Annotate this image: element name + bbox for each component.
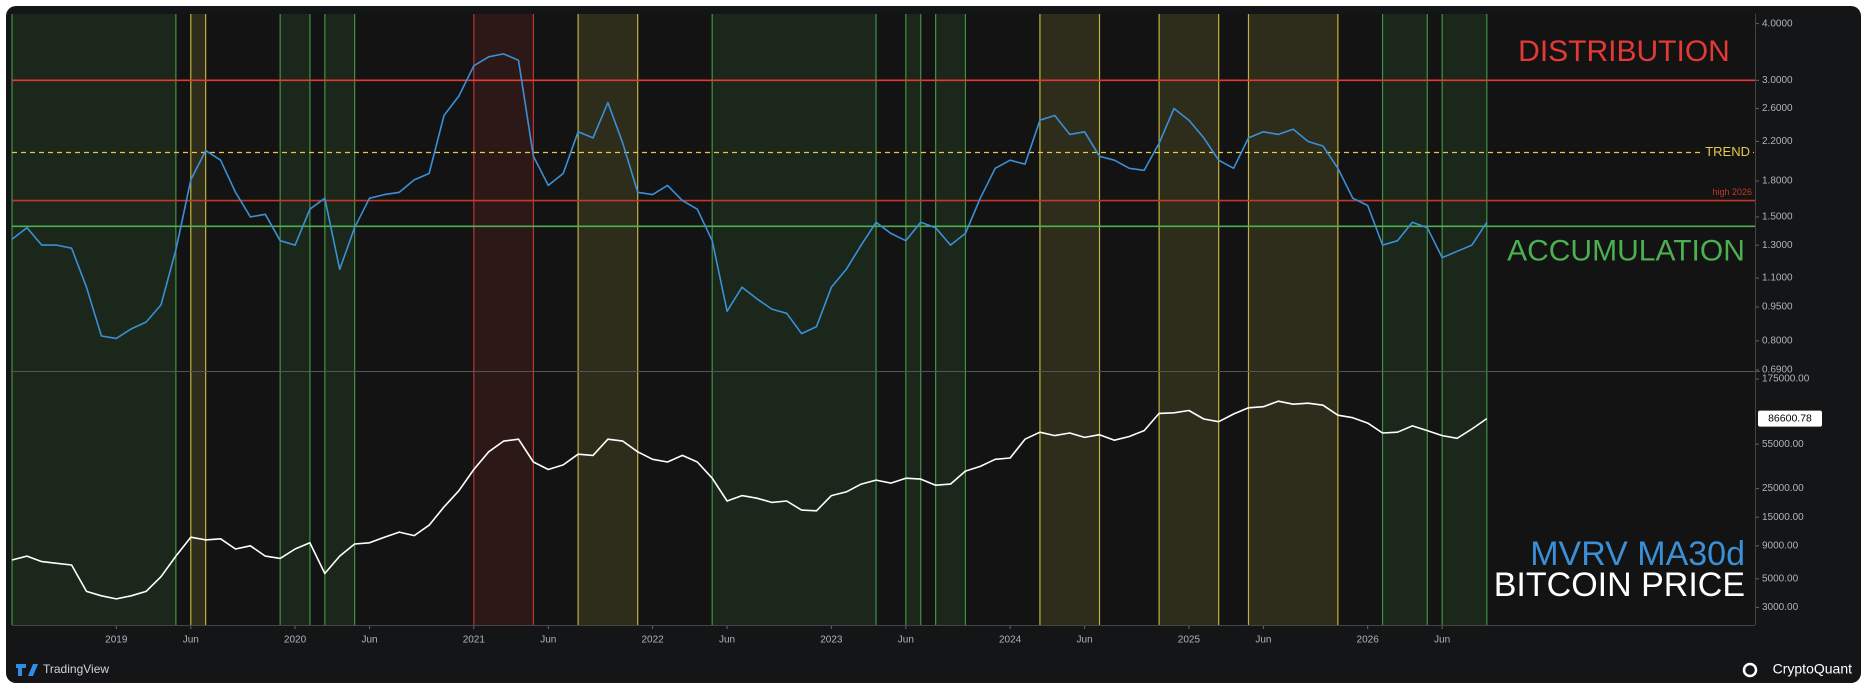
x-tick-label: 2026 [1357,635,1380,646]
y-tick-label: 15000.00 [1762,512,1804,523]
footer-right: CryptoQuant [1773,661,1852,677]
y-tick-label: 5000.00 [1762,574,1799,585]
y-tick-label: 1.3000 [1762,240,1793,251]
x-tick-label: 2023 [820,635,843,646]
level-label-background [1702,143,1753,159]
x-tick-label: Jun [1077,635,1093,646]
zone-band [1248,14,1338,625]
zone-band [578,14,638,625]
y-tick-label: 0.6900 [1762,365,1793,376]
x-tick-label: 2019 [105,635,128,646]
y-tick-label: 1.8000 [1762,176,1793,187]
x-tick-label: Jun [719,635,735,646]
zone-band [1442,14,1487,625]
zone-band [324,14,355,625]
y-tick-label: 3.0000 [1762,75,1793,86]
y-tick-label: 2.6000 [1762,103,1793,114]
zone-band [935,14,966,625]
zone-band [12,14,176,625]
last-price-label: 86600.78 [1768,412,1812,424]
x-tick-label: 2020 [284,635,307,646]
series-line [11,400,1488,600]
zone-band [473,14,534,625]
zone-band [1159,14,1219,625]
x-tick-label: Jun [183,635,199,646]
level-label: high 2026 [1712,187,1752,197]
bands [11,14,1488,625]
y-tick-label: 0.8000 [1762,335,1793,346]
cryptoquant-logo: CryptoQuant [1742,661,1852,678]
x-tick-label: 2025 [1178,635,1201,646]
last-price-background [1758,410,1822,427]
y-tick-label: 1.1000 [1762,273,1793,284]
level-label: TREND [1705,144,1750,159]
y-tick-label: 3000.00 [1762,602,1799,613]
y-tick-label: 0.9500 [1762,302,1793,313]
x-tick-label: Jun [1255,635,1271,646]
x-tick-label: Jun [361,635,377,646]
y-tick-label: 4.0000 [1762,18,1793,29]
x-tick-label: 2022 [641,635,664,646]
x-tick-label: 2021 [463,635,486,646]
zone-band [1382,14,1428,625]
zone-band [190,14,206,625]
tradingview-icon [16,664,38,676]
zone-band [280,14,310,625]
zone-band [1039,14,1100,625]
zone-band [905,14,921,625]
y-tick-label: 175000.00 [1762,374,1810,385]
level-label: ACCUMULATION [1507,234,1745,267]
tradingview-logo: TradingView [16,662,109,676]
legend-entry: BITCOIN PRICE [1494,566,1745,604]
legend-entry: MVRV MA30d [1530,535,1745,573]
x-tick-label: Jun [898,635,914,646]
y-tick-label: 25000.00 [1762,483,1804,494]
y-tick-label: 9000.00 [1762,540,1799,551]
series-line [11,53,1488,340]
x-tick-label: 2024 [999,635,1022,646]
x-tick-label: Jun [1434,635,1450,646]
plot: 0.6900 0.8000 0.9500 1.1000 1.3000 1.5000 1.80… [11,18,1822,646]
footer-left: TradingView [43,662,109,676]
zone-band [712,14,877,625]
plot-background [12,14,1755,625]
y-tick-label: 2.2000 [1762,136,1793,147]
x-tick-label: Jun [540,635,556,646]
y-tick-label: 55000.00 [1762,439,1804,450]
cryptoquant-icon [1742,662,1758,678]
level-label: DISTRIBUTION [1518,35,1730,68]
y-tick-label: 1.5000 [1762,212,1793,223]
